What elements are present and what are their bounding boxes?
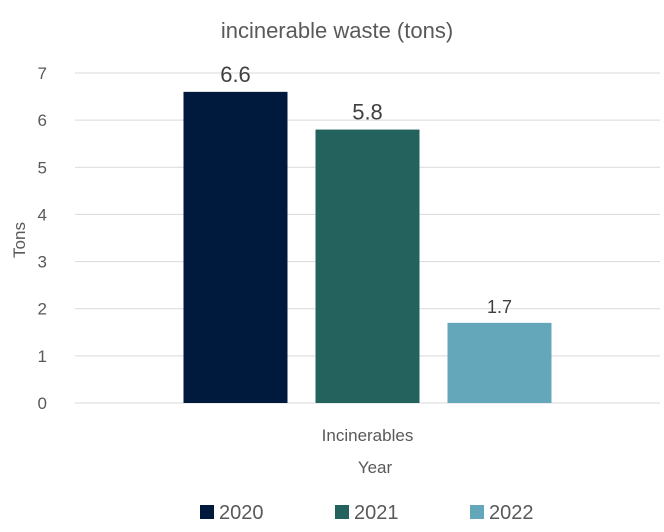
- chart-title: incinerable waste (tons): [221, 18, 453, 43]
- y-tick-label: 2: [38, 300, 47, 319]
- legend: 2020 2021 2022: [200, 502, 534, 524]
- bar-2022: [447, 322, 552, 403]
- legend-swatch-2020: [200, 505, 214, 519]
- data-label-2022: 1.7: [487, 297, 512, 317]
- y-tick-label: 3: [38, 253, 47, 272]
- legend-label-2021: 2021: [354, 502, 399, 524]
- bar-2021: [315, 129, 420, 404]
- legend-swatch-2021: [335, 505, 349, 519]
- y-tick-labels: 0 1 2 3 4 5 6 7: [38, 64, 47, 413]
- x-tick-labels: Incinerables: [322, 426, 414, 445]
- y-tick-label: 7: [38, 64, 47, 83]
- y-axis-label: Tons: [10, 222, 29, 258]
- y-tick-label: 1: [38, 347, 47, 366]
- bars: [183, 91, 552, 404]
- y-tick-label: 4: [38, 205, 47, 224]
- x-tick-label: Incinerables: [322, 426, 414, 445]
- legend-label-2022: 2022: [489, 502, 534, 524]
- x-axis-label: Year: [358, 458, 393, 477]
- data-label-2021: 5.8: [352, 100, 383, 125]
- legend-label-2020: 2020: [219, 502, 264, 524]
- legend-swatch-2022: [470, 505, 484, 519]
- y-tick-label: 5: [38, 158, 47, 177]
- y-tick-label: 0: [38, 394, 47, 413]
- bar-2020: [183, 91, 288, 403]
- data-label-2020: 6.6: [220, 62, 251, 87]
- data-labels: 6.6 5.8 1.7: [220, 62, 512, 317]
- y-tick-label: 6: [38, 111, 47, 130]
